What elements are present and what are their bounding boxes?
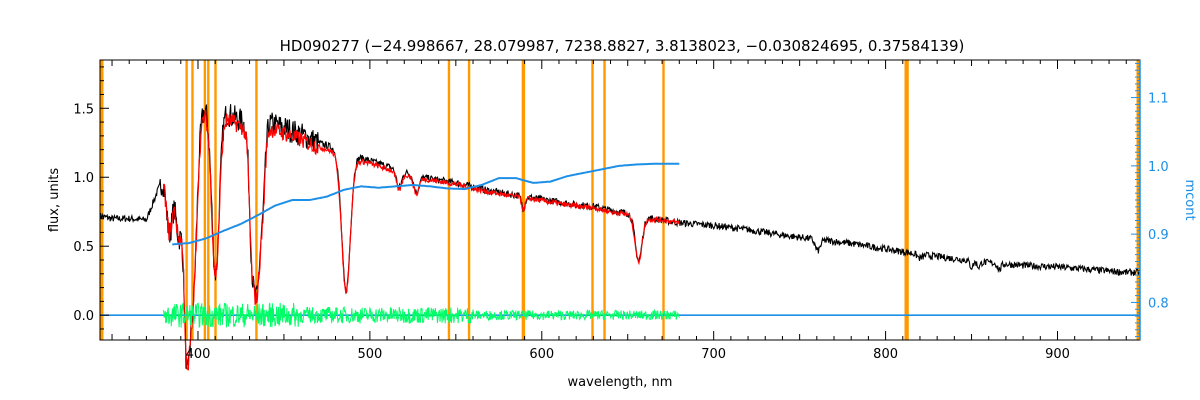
y-tick-label: 1.5 xyxy=(73,102,94,117)
y-tick-label: 0.0 xyxy=(73,309,94,324)
x-tick-label: 800 xyxy=(873,347,898,362)
residuals xyxy=(100,302,1140,329)
y2-tick-label: 1.1 xyxy=(1148,92,1169,107)
chart-title: HD090277 (−24.998667, 28.079987, 7238.88… xyxy=(280,37,965,55)
x-tick-label: 900 xyxy=(1045,347,1070,362)
x-tick-label: 600 xyxy=(529,347,554,362)
y-tick-label: 0.5 xyxy=(73,240,94,255)
y-axis-right: 0.8 0.9 1.0 1.1 xyxy=(1131,60,1169,340)
continuum-line xyxy=(172,162,680,246)
y-axis-left: 0.0 0.5 1.0 1.5 xyxy=(73,66,109,330)
model-spectrum xyxy=(163,109,680,371)
y2-axis-label: mcont xyxy=(1182,179,1197,220)
residual-line xyxy=(163,302,680,329)
y2-tick-label: 1.0 xyxy=(1148,160,1169,175)
x-tick-label: 700 xyxy=(701,347,726,362)
x-axis-label: wavelength, nm xyxy=(568,375,673,390)
x-tick-label: 500 xyxy=(357,347,382,362)
y-tick-label: 1.0 xyxy=(73,171,94,186)
y-axis-label: flux, units xyxy=(47,168,62,233)
x-tick-label: 400 xyxy=(186,347,211,362)
model-line xyxy=(163,109,680,371)
y2-tick-label: 0.8 xyxy=(1148,296,1169,311)
continuum-curve xyxy=(172,162,680,246)
y2-tick-label: 0.9 xyxy=(1148,228,1169,243)
x-axis: 400 500 600 700 800 900 xyxy=(111,60,1127,362)
